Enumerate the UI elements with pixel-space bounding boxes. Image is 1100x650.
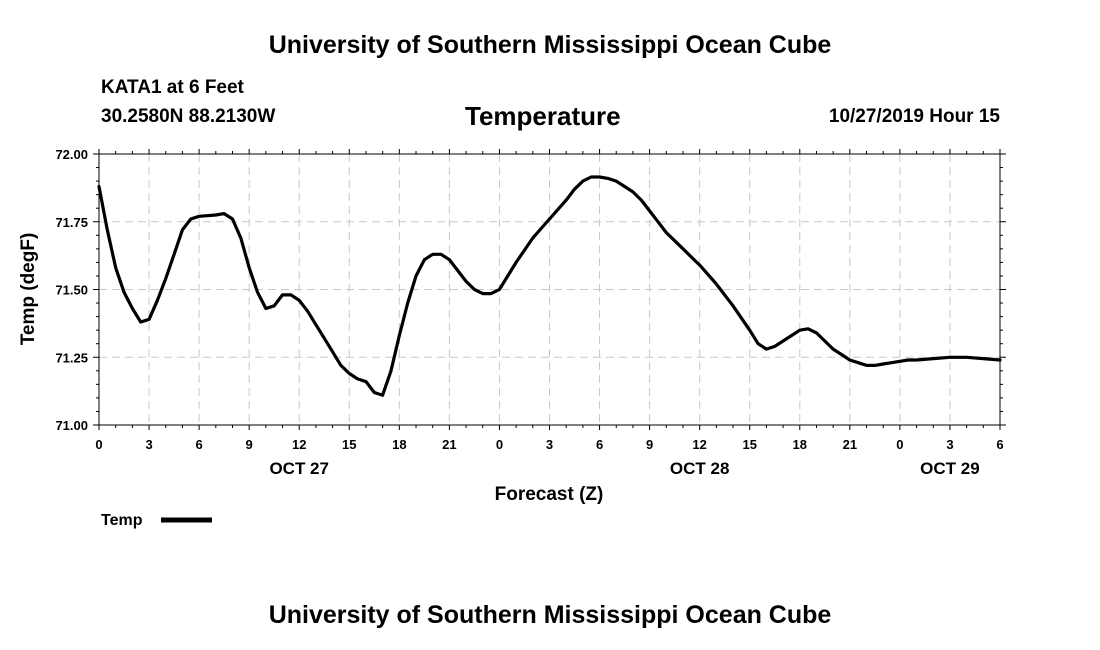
grid-lines (99, 154, 1000, 425)
legend-label: Temp (101, 512, 143, 529)
x-tick-label: 18 (392, 437, 406, 452)
station-coordinates: 30.2580N 88.2130W (101, 106, 276, 127)
y-tick-label: 72.00 (55, 147, 88, 162)
top-title: University of Southern Mississippi Ocean… (268, 31, 832, 59)
x-axis-title: Forecast (Z) (495, 484, 604, 505)
x-tick-label: 3 (145, 437, 152, 452)
station-label: KATA1 at 6 Feet (101, 77, 244, 98)
axis-ticks (93, 149, 1006, 430)
x-tick-label: 21 (843, 437, 857, 452)
date-label: OCT 28 (670, 459, 730, 478)
x-tick-label: 3 (546, 437, 553, 452)
y-tick-label: 71.25 (55, 350, 88, 365)
y-tick-label: 71.75 (55, 215, 88, 230)
x-tick-label: 9 (246, 437, 253, 452)
axis-labels: 0 3 6 9 12 15 18 21 0 3 6 9 12 15 18 21 0 3 6 71.00 71.25 71.… (55, 147, 1003, 478)
bottom-title: University of Southern Mississippi Ocean… (268, 601, 832, 629)
y-tick-label: 71.50 (55, 283, 88, 298)
x-tick-label: 0 (95, 437, 102, 452)
x-tick-label: 9 (646, 437, 653, 452)
forecast-timestamp: 10/27/2019 Hour 15 (828, 106, 1000, 127)
x-tick-label: 3 (946, 437, 953, 452)
x-tick-label: 12 (692, 437, 706, 452)
x-tick-label: 0 (496, 437, 503, 452)
x-tick-label: 21 (442, 437, 456, 452)
x-tick-label: 12 (292, 437, 306, 452)
x-tick-label: 6 (996, 437, 1003, 452)
x-tick-label: 6 (596, 437, 603, 452)
chart-title: Temperature (465, 101, 621, 131)
date-label: OCT 29 (920, 459, 980, 478)
series-layer (97, 175, 1002, 397)
x-tick-label: 18 (793, 437, 807, 452)
x-tick-label: 0 (896, 437, 903, 452)
date-label: OCT 27 (269, 459, 329, 478)
series-line-temp (97, 175, 1002, 397)
x-tick-label: 15 (742, 437, 756, 452)
y-axis-title: Temp (degF) (18, 233, 39, 346)
x-tick-label: 6 (195, 437, 202, 452)
x-tick-label: 15 (342, 437, 356, 452)
y-tick-label: 71.00 (55, 418, 88, 433)
